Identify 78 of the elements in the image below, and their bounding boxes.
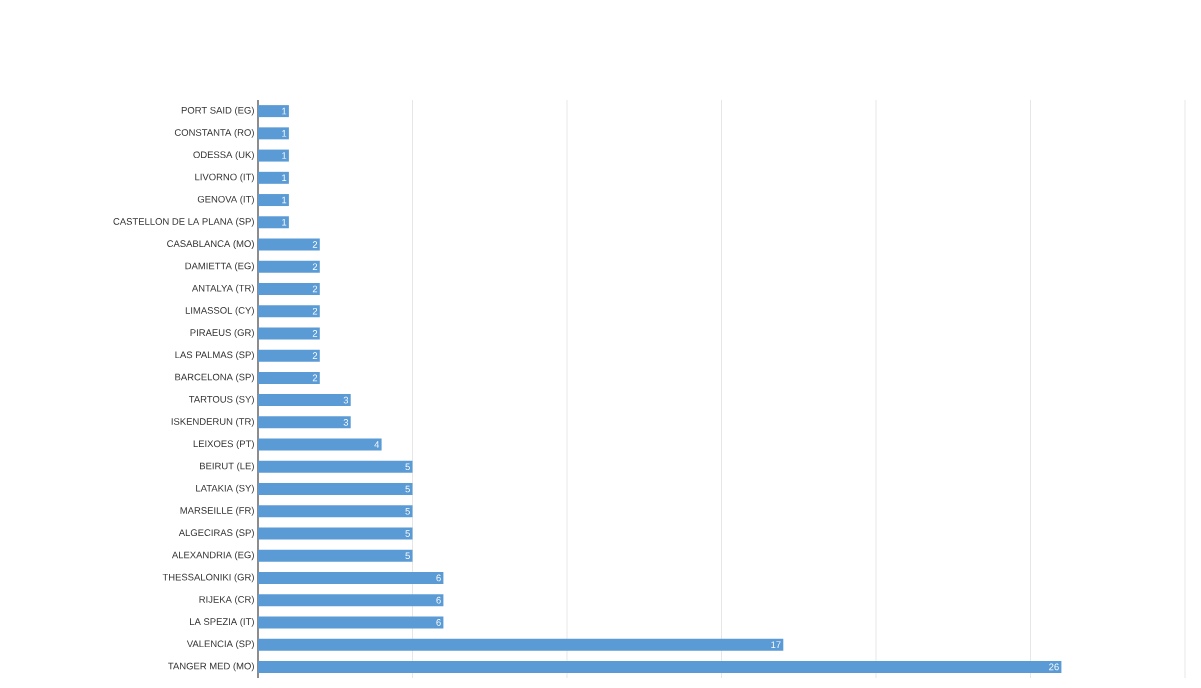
y-tick-label: BARCELONA (SP): [175, 373, 254, 383]
data-label: 6: [436, 619, 441, 626]
y-tick-label: ISKENDERUN (TR): [171, 417, 254, 427]
bar: [258, 260, 320, 273]
data-label: 2: [312, 285, 318, 293]
bar: [258, 238, 320, 251]
bar: [258, 349, 320, 362]
bar: [258, 371, 320, 384]
y-tick-label: LA SPEZIA (IT): [190, 618, 254, 627]
bar: [258, 549, 413, 562]
data-label: 26: [1049, 663, 1059, 671]
bar: [258, 305, 320, 318]
data-label: 5: [405, 463, 410, 471]
data-label: 2: [312, 330, 318, 337]
bar: [258, 527, 413, 540]
y-tick-label: GENOVA (IT): [197, 195, 254, 205]
data-label: 6: [436, 574, 441, 582]
bar: [258, 216, 289, 229]
y-tick-label: ODESSA (UK): [193, 151, 254, 160]
bar: [258, 660, 1062, 673]
y-tick-label: ALGECIRAS (SP): [178, 529, 254, 538]
y-tick-label: PORT SAID (EG): [181, 106, 254, 116]
bar: [258, 194, 289, 207]
y-tick-label: CONSTANTA (RO): [174, 128, 254, 138]
data-label: 1: [282, 219, 287, 226]
bar: [258, 638, 784, 651]
bar: [258, 127, 289, 140]
y-tick-label: VALENCIA (SP): [186, 640, 254, 650]
data-label: 4: [374, 441, 380, 448]
y-tick-label: TARTOUS (SY): [188, 395, 254, 405]
y-tick-label: LIMASSOL (CY): [185, 306, 254, 316]
data-label: 3: [343, 396, 349, 404]
y-tick-label: BEIRUT (LE): [200, 462, 254, 472]
data-label: 1: [282, 130, 287, 137]
bar: [258, 483, 413, 496]
y-tick-label: MARSEILLE (FR): [180, 506, 254, 516]
bar: [258, 505, 413, 518]
bar: [258, 416, 351, 429]
y-tick-label: DAMIETTA (EG): [185, 262, 254, 272]
y-tick-label: LIVORNO (IT): [195, 173, 254, 183]
y-tick-label: TANGER MED (MO): [168, 662, 254, 672]
data-label: 5: [405, 530, 410, 537]
bar: [258, 394, 351, 407]
data-label: 2: [312, 307, 318, 315]
y-tick-label: ANTALYA (TR): [191, 284, 254, 294]
y-tick-label: CASTELLON DE LA PLANA (SP): [113, 217, 254, 227]
data-label: 2: [312, 374, 318, 382]
data-label: 5: [405, 485, 410, 493]
y-tick-label: PIRAEUS (GR): [190, 329, 254, 338]
data-label: 1: [282, 107, 287, 115]
data-label: 2: [312, 263, 318, 271]
data-label: 5: [405, 552, 410, 560]
data-label: 1: [282, 196, 287, 204]
data-label: 6: [436, 596, 441, 604]
bar: [258, 616, 444, 629]
bar: [258, 594, 444, 607]
bar: [258, 149, 289, 162]
y-tick-label: LATAKIA (SY): [196, 484, 254, 494]
data-label: 2: [312, 241, 318, 248]
bar: [258, 105, 289, 118]
data-label: 1: [282, 152, 287, 159]
y-tick-label: RIJEKA (CR): [199, 595, 254, 605]
data-label: 17: [771, 641, 781, 648]
y-tick-label: LEIXOES (PT): [193, 440, 254, 449]
data-label: 5: [405, 507, 410, 515]
bar: [258, 460, 413, 473]
y-tick-label: ALEXANDRIA (EG): [171, 551, 254, 561]
data-label: 2: [312, 352, 318, 359]
bar: [258, 327, 320, 340]
bar: [258, 571, 444, 584]
y-tick-label: THESSALONIKI (GR): [162, 573, 254, 583]
data-label: 1: [282, 174, 287, 182]
bar: [258, 171, 289, 184]
y-tick-label: CASABLANCA (MO): [167, 240, 254, 249]
bar: [258, 438, 382, 451]
data-label: 3: [343, 419, 349, 426]
y-tick-label: LAS PALMAS (SP): [175, 351, 254, 361]
bar: [258, 282, 320, 295]
